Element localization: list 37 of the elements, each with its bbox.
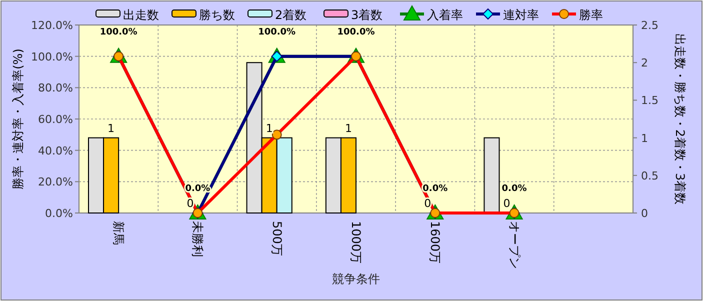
data-label: 1 [266, 122, 273, 135]
y-axis-title: 勝率・連対率・入着率(%) [11, 48, 25, 190]
y2-tick-label: 1.5 [641, 94, 658, 108]
x-tick-label: 新馬 [112, 221, 126, 245]
legend-label: 3着数 [351, 8, 383, 22]
y-tick-label: 60.0% [38, 113, 73, 126]
data-label: 0 [503, 197, 510, 210]
data-label: 0.0% [502, 184, 527, 194]
legend-label: 勝率 [579, 8, 603, 22]
legend-label: 入着率 [427, 8, 463, 22]
x-tick-label: 1600万 [428, 221, 442, 264]
legend-label: 出走数 [123, 8, 159, 22]
legend-label: 2着数 [275, 8, 307, 22]
y2-tick-label: 2 [641, 56, 648, 70]
y-tick-label: 100.0% [31, 50, 73, 64]
y2-tick-label: 0.5 [641, 169, 658, 182]
y-tick-label: 20.0% [38, 176, 73, 189]
y-tick-label: 120.0% [31, 19, 73, 32]
x-tick-label: オープン [507, 221, 522, 269]
y2-tick-label: 1 [641, 132, 648, 145]
data-label: 1 [344, 122, 352, 135]
data-label: 100.0% [337, 27, 375, 38]
y2-tick-label: 2.5 [641, 19, 658, 32]
data-label: 100.0% [100, 27, 138, 38]
data-label: 1 [108, 122, 115, 135]
y-tick-label: 80.0% [38, 82, 73, 95]
y-tick-label: 0.0% [45, 207, 73, 220]
x-tick-label: 1000万 [349, 221, 363, 264]
y2-tick-label: 0 [641, 207, 648, 220]
x-tick-label: 未勝利 [190, 221, 205, 257]
x-axis-title: 競争条件 [332, 272, 380, 286]
y2-axis-title: 出走数・勝ち数・2着数・3着数 [673, 33, 687, 205]
data-label: 100.0% [258, 27, 296, 38]
legend-label: 勝ち数 [199, 8, 235, 22]
y-tick-label: 40.0% [38, 144, 73, 158]
x-tick-label: 500万 [270, 221, 284, 256]
legend-label: 連対率 [503, 8, 539, 22]
